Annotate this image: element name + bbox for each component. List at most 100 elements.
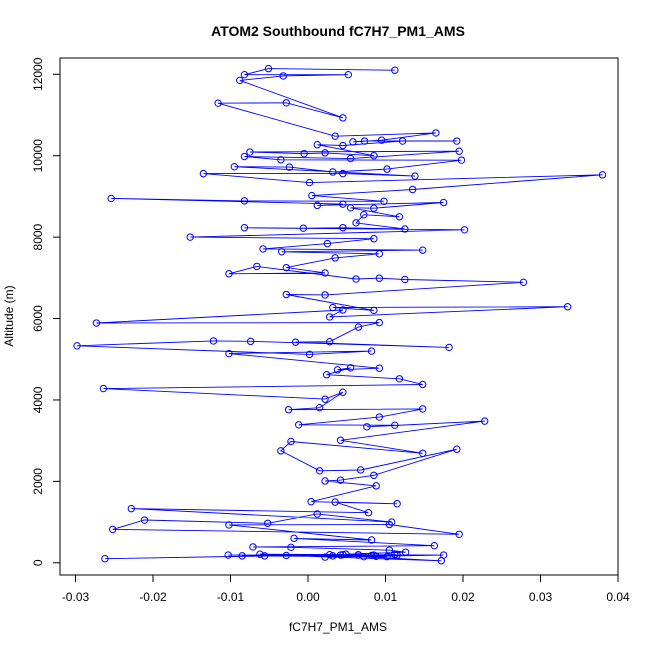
data-point [339, 306, 347, 314]
data-point [290, 534, 298, 543]
y-axis: 0 2000 4000 6000 8000 10000 12000 [31, 57, 61, 566]
data-point [336, 436, 345, 444]
data-point [339, 200, 347, 208]
data-point [401, 225, 409, 233]
data-point [331, 498, 339, 506]
data-point [408, 185, 417, 194]
data-point [331, 254, 339, 262]
data-point [107, 194, 115, 203]
data-point [277, 447, 285, 455]
y-tick-label: 4000 [31, 386, 45, 413]
data-point [437, 557, 445, 565]
data-point [430, 541, 439, 550]
data-point [391, 66, 399, 74]
data-point [383, 552, 391, 561]
chart-title: ATOM2 Southbound fC7H7_PM1_AMS [211, 23, 465, 39]
data-point [101, 555, 109, 563]
data-point [287, 543, 295, 552]
data-point [321, 477, 329, 485]
data-point [419, 449, 427, 457]
data-point [364, 509, 373, 517]
x-tick-label: 0.03 [529, 590, 553, 604]
data-point [393, 500, 401, 508]
data-point [439, 198, 448, 207]
data-point [109, 525, 117, 534]
data-point [388, 518, 396, 526]
data-point [321, 269, 329, 277]
data-point [357, 466, 365, 474]
y-tick-label: 10000 [31, 139, 45, 173]
data-point [321, 149, 329, 157]
data-point [305, 350, 314, 359]
data-point [342, 550, 350, 558]
data-point [287, 437, 295, 446]
data-point [336, 551, 345, 559]
data-point [307, 498, 315, 506]
data-point [313, 141, 321, 149]
data-point [92, 319, 101, 327]
data-point [339, 141, 347, 150]
data-point [253, 262, 261, 271]
x-axis: -0.03 -0.02 -0.01 0.00 0.01 0.02 0.03 0.04 [62, 574, 630, 604]
data-point [339, 114, 347, 122]
data-point [457, 156, 466, 164]
data-point [260, 552, 269, 560]
data-point [321, 291, 329, 299]
data-point [246, 148, 254, 156]
data-point [240, 152, 249, 161]
data-point [419, 380, 427, 389]
data-point [256, 550, 264, 558]
data-point [372, 482, 380, 490]
data-point [360, 137, 369, 145]
data-point [352, 275, 360, 283]
data-point [295, 421, 303, 429]
data-point [563, 303, 572, 311]
data-point [300, 149, 308, 158]
x-tick-label: -0.01 [217, 590, 245, 604]
data-point [339, 224, 347, 232]
data-point [367, 347, 376, 355]
y-tick-label: 8000 [31, 223, 45, 250]
data-point [284, 406, 293, 414]
data-point [313, 510, 321, 518]
data-point [377, 136, 386, 144]
data-point [354, 550, 363, 559]
data-point [481, 417, 489, 425]
x-tick-label: -0.02 [139, 590, 167, 604]
data-point [225, 270, 233, 278]
data-point [346, 204, 355, 212]
data-point [199, 169, 208, 178]
data-point [326, 550, 334, 559]
data-point [445, 343, 453, 352]
data-point [329, 303, 337, 312]
data-point [339, 388, 347, 396]
data-point [240, 70, 249, 79]
data-point [383, 165, 391, 173]
y-tick-label: 12000 [31, 57, 45, 91]
data-point [419, 246, 427, 254]
data-point [349, 138, 357, 146]
data-point [322, 371, 331, 379]
data-point [315, 403, 324, 412]
data-point [432, 129, 440, 137]
x-tick-label: 0.04 [606, 590, 630, 604]
data-point [401, 548, 410, 556]
data-point [375, 413, 383, 421]
data-point [395, 375, 404, 383]
data-point [277, 248, 286, 256]
data-point [455, 147, 463, 155]
data-point [352, 219, 360, 227]
data-point [380, 197, 388, 205]
data-point [385, 546, 394, 554]
data-point [519, 278, 528, 287]
data-point [238, 552, 246, 560]
data-point [326, 338, 334, 346]
data-point [282, 263, 290, 272]
data-point [285, 163, 294, 171]
data-point [240, 224, 249, 232]
data-point [411, 172, 419, 180]
data-point [230, 162, 239, 171]
data-point [282, 551, 290, 560]
data-point [333, 366, 342, 374]
